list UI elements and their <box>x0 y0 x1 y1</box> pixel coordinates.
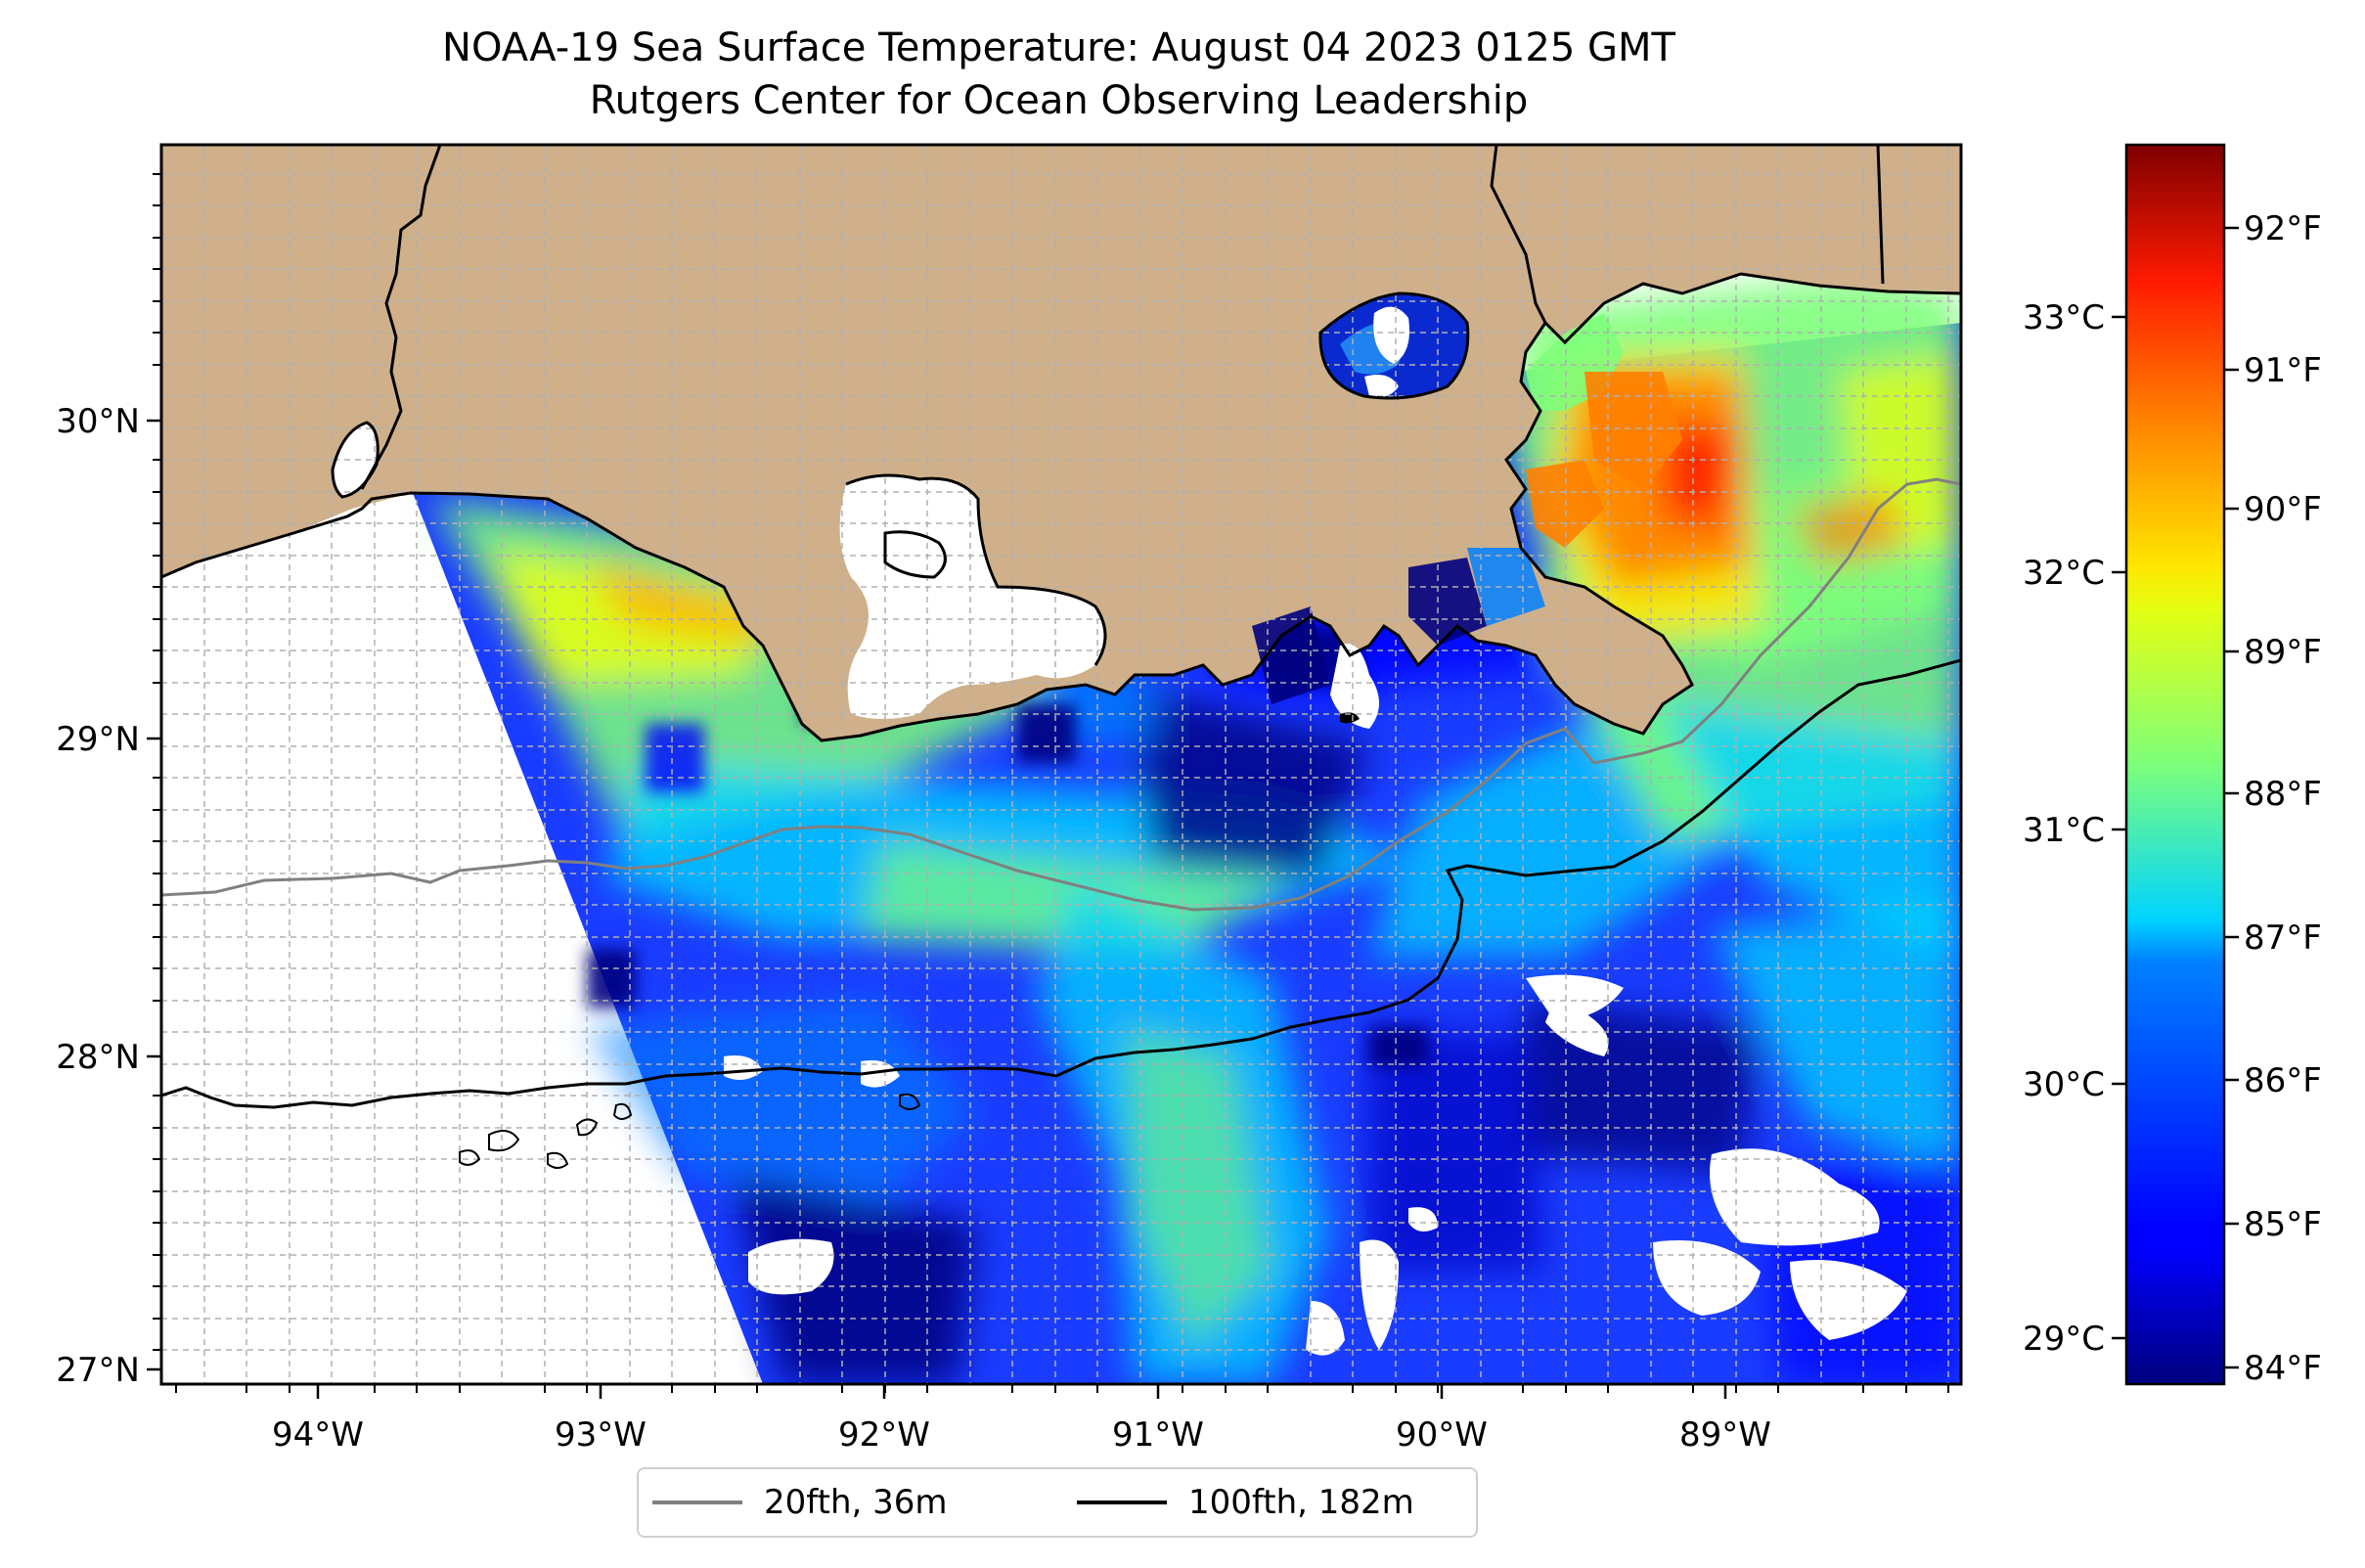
colorbar-f-label: 88°F <box>2244 775 2322 814</box>
colorbar-f-label: 90°F <box>2244 490 2322 529</box>
legend-label: 100fth, 182m <box>1188 1483 1414 1522</box>
legend-item-20fth: 20fth, 36m <box>652 1469 948 1536</box>
colorbar-f-label: 91°F <box>2244 351 2322 390</box>
colorbar-f-label: 87°F <box>2244 918 2322 958</box>
isobath-20fth <box>161 477 1961 912</box>
x-tick-label: 92°W <box>838 1415 930 1455</box>
chart-title: NOAA-19 Sea Surface Temperature: August … <box>442 25 1675 70</box>
colorbar-f-label: 89°F <box>2244 633 2322 672</box>
y-tick-label: 30°N <box>56 402 140 441</box>
y-major-ticks <box>147 419 161 1371</box>
coastline <box>161 145 1961 1169</box>
legend-swatch-gray-line <box>652 1501 742 1504</box>
colorbar-c-label: 31°C <box>2023 811 2105 850</box>
x-tick-label: 89°W <box>1679 1415 1771 1455</box>
colorbar-c-label: 33°C <box>2023 298 2105 337</box>
map-frame <box>159 143 1963 1386</box>
colorbar-c-label: 30°C <box>2023 1065 2105 1104</box>
lake-cloud-2 <box>1364 374 1399 398</box>
legend-label: 20fth, 36m <box>764 1483 948 1522</box>
colorbar: 84°F 85°F 86°F 87°F 88°F 89°F 90°F 91°F … <box>2023 143 2322 1388</box>
colorbar-f-label: 84°F <box>2244 1349 2322 1388</box>
x-tick-label: 90°W <box>1396 1415 1488 1455</box>
y-minor-ticks <box>153 173 161 1351</box>
x-tick-label: 91°W <box>1112 1415 1204 1455</box>
colorbar-c-label: 29°C <box>2023 1320 2105 1359</box>
y-tick-label: 27°N <box>56 1351 140 1390</box>
isobath-100fth <box>161 658 1961 1109</box>
legend-item-100fth: 100fth, 182m <box>1077 1469 1414 1536</box>
y-tick-label: 29°N <box>56 720 140 759</box>
colorbar-f-label: 86°F <box>2244 1061 2322 1100</box>
x-major-ticks <box>316 1384 1727 1399</box>
y-tick-label: 28°N <box>56 1038 140 1077</box>
colorbar-f-label: 85°F <box>2244 1205 2322 1244</box>
x-tick-label: 94°W <box>272 1415 364 1455</box>
colorbar-gradient <box>2124 143 2226 1386</box>
legend: 20fth, 36m 100fth, 182m <box>637 1467 1478 1538</box>
cloud-mask <box>724 321 1907 1356</box>
delta-marsh <box>1252 313 1682 729</box>
colorbar-f-label: 92°F <box>2244 209 2322 248</box>
lake-cloud <box>1373 306 1409 364</box>
x-tick-label: 93°W <box>555 1415 647 1455</box>
chart-subtitle: Rutgers Center for Ocean Observing Leade… <box>589 78 1529 123</box>
colorbar-c-label: 32°C <box>2023 554 2105 593</box>
legend-swatch-black-line <box>1077 1501 1167 1504</box>
map-plot-area <box>161 145 1961 1384</box>
gridlines <box>161 145 1961 1384</box>
